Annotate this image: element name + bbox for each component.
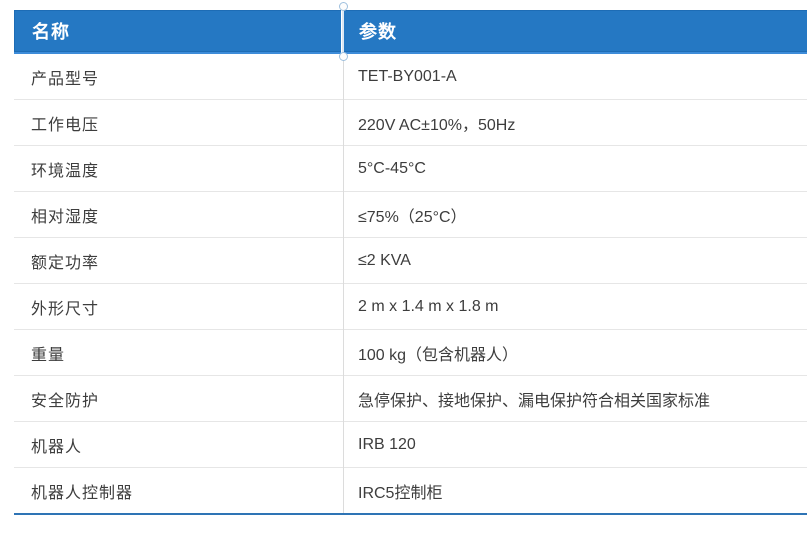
spec-value-cell: IRB 120 [358,435,416,453]
spec-name-cell: 额定功率 [31,254,100,272]
spec-name-cell: 相对湿度 [31,208,100,226]
spec-name-cell: 机器人控制器 [31,484,134,502]
spec-value-cell: IRC5控制柜 [358,484,443,502]
spec-value-cell: ≤2 KVA [358,251,411,269]
spec-table: 名称 参数 产品型号 TET-BY001-A 工作电压 220V AC±10%，… [14,2,807,515]
table-row: 工作电压 220V AC±10%，50Hz [14,100,807,146]
table-row: 额定功率 ≤2 KVA [14,238,807,284]
spec-value-cell: ≤75%（25°C） [358,208,467,226]
table-row: 外形尺寸 2 m x 1.4 m x 1.8 m [14,284,807,330]
spec-name-cell: 安全防护 [31,392,100,410]
spec-name-cell: 机器人 [31,438,83,456]
spec-name-cell: 工作电压 [31,116,100,134]
spec-name-cell: 重量 [31,346,66,364]
table-row: 相对湿度 ≤75%（25°C） [14,192,807,238]
table-row: 环境温度 5°C-45°C [14,146,807,192]
header-cell-name: 名称 [14,10,341,54]
spec-value-cell: TET-BY001-A [358,67,457,85]
table-header-row: 名称 参数 [14,10,807,54]
spec-value-cell: 5°C-45°C [358,159,426,177]
spec-value-cell: 2 m x 1.4 m x 1.8 m [358,297,499,315]
column-resize-handle-top[interactable] [339,2,348,11]
spec-value-cell: 220V AC±10%，50Hz [358,116,516,134]
column-divider[interactable] [343,56,344,513]
column-resize-guide[interactable] [342,8,344,58]
table-row: 机器人 IRB 120 [14,422,807,468]
spec-name-cell: 外形尺寸 [31,300,100,318]
column-resize-handle-bottom[interactable] [339,52,348,61]
spec-name-cell: 产品型号 [31,70,100,88]
table-row: 安全防护 急停保护、接地保护、漏电保护符合相关国家标准 [14,376,807,422]
table-row: 产品型号 TET-BY001-A [14,54,807,100]
table-row: 重量 100 kg（包含机器人） [14,330,807,376]
table-row: 机器人控制器 IRC5控制柜 [14,468,807,513]
header-cell-param: 参数 [344,10,807,54]
spec-value-cell: 100 kg（包含机器人） [358,346,519,364]
spec-value-cell: 急停保护、接地保护、漏电保护符合相关国家标准 [358,392,711,410]
table-body: 产品型号 TET-BY001-A 工作电压 220V AC±10%，50Hz 环… [14,54,807,515]
spec-name-cell: 环境温度 [31,162,100,180]
